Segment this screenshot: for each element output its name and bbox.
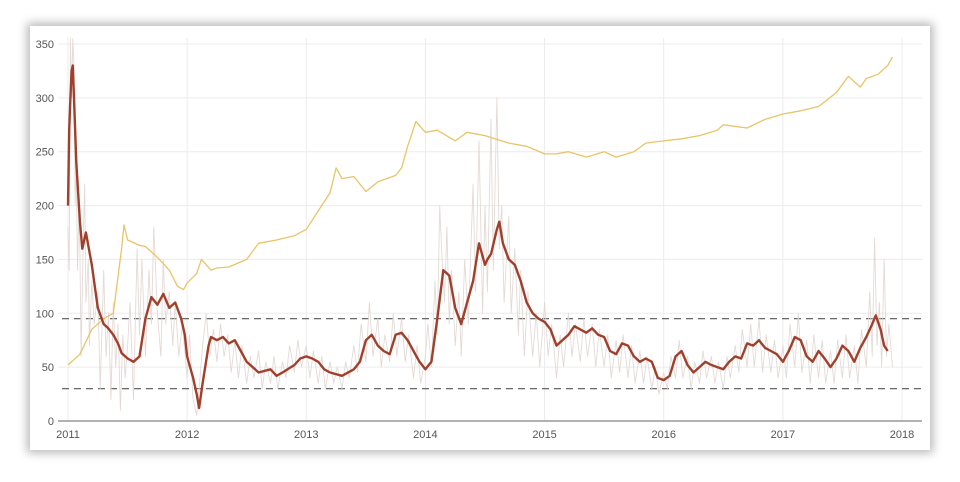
y-tick-label-6: 300 <box>36 93 54 105</box>
series-layer <box>66 38 894 417</box>
x-tick-label-1: 2012 <box>175 429 199 441</box>
y-tick-label-3: 150 <box>36 254 54 266</box>
x-tick-label-3: 2014 <box>413 429 437 441</box>
y-axis: 0 50 100 150 200 250 300 350 <box>36 39 54 428</box>
y-tick-label-2: 100 <box>36 308 54 320</box>
x-axis: 2011 2012 2013 2014 2015 2016 2017 2018 <box>56 429 914 441</box>
series-line-2 <box>67 38 893 417</box>
y-tick-label-0: 0 <box>48 416 54 428</box>
x-tick-label-0: 2011 <box>56 429 80 441</box>
x-tick-label-2: 2013 <box>294 429 318 441</box>
y-tick-label-5: 250 <box>36 147 54 159</box>
y-tick-label-1: 50 <box>42 362 54 374</box>
chart-card <box>30 26 930 450</box>
x-tick-label-4: 2015 <box>532 429 556 441</box>
x-tick-label-5: 2016 <box>651 429 675 441</box>
x-tick-label-6: 2017 <box>771 429 795 441</box>
series-line-1 <box>66 64 889 410</box>
y-tick-label-4: 200 <box>36 201 54 213</box>
x-tick-label-7: 2018 <box>890 429 914 441</box>
y-tick-label-7: 350 <box>36 39 54 51</box>
series-line-0 <box>67 56 894 366</box>
